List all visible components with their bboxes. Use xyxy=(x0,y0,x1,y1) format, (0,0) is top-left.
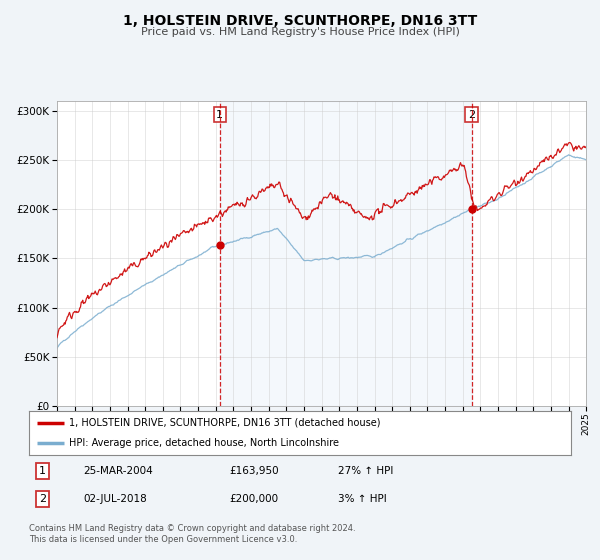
Text: 1: 1 xyxy=(217,110,223,119)
Bar xyxy=(220,101,472,406)
Text: £163,950: £163,950 xyxy=(229,466,279,476)
Text: 3% ↑ HPI: 3% ↑ HPI xyxy=(338,494,387,503)
Text: 1, HOLSTEIN DRIVE, SCUNTHORPE, DN16 3TT (detached house): 1, HOLSTEIN DRIVE, SCUNTHORPE, DN16 3TT … xyxy=(70,418,381,428)
Text: £200,000: £200,000 xyxy=(229,494,278,503)
Text: 2: 2 xyxy=(468,110,475,119)
Text: 27% ↑ HPI: 27% ↑ HPI xyxy=(338,466,394,476)
Text: 02-JUL-2018: 02-JUL-2018 xyxy=(83,494,147,503)
Text: 25-MAR-2004: 25-MAR-2004 xyxy=(83,466,153,476)
Text: 1, HOLSTEIN DRIVE, SCUNTHORPE, DN16 3TT: 1, HOLSTEIN DRIVE, SCUNTHORPE, DN16 3TT xyxy=(123,14,477,28)
Text: Contains HM Land Registry data © Crown copyright and database right 2024.
This d: Contains HM Land Registry data © Crown c… xyxy=(29,524,355,544)
Text: HPI: Average price, detached house, North Lincolnshire: HPI: Average price, detached house, Nort… xyxy=(70,438,340,448)
Text: 2: 2 xyxy=(39,494,46,503)
Text: Price paid vs. HM Land Registry's House Price Index (HPI): Price paid vs. HM Land Registry's House … xyxy=(140,27,460,37)
Text: 1: 1 xyxy=(39,466,46,476)
